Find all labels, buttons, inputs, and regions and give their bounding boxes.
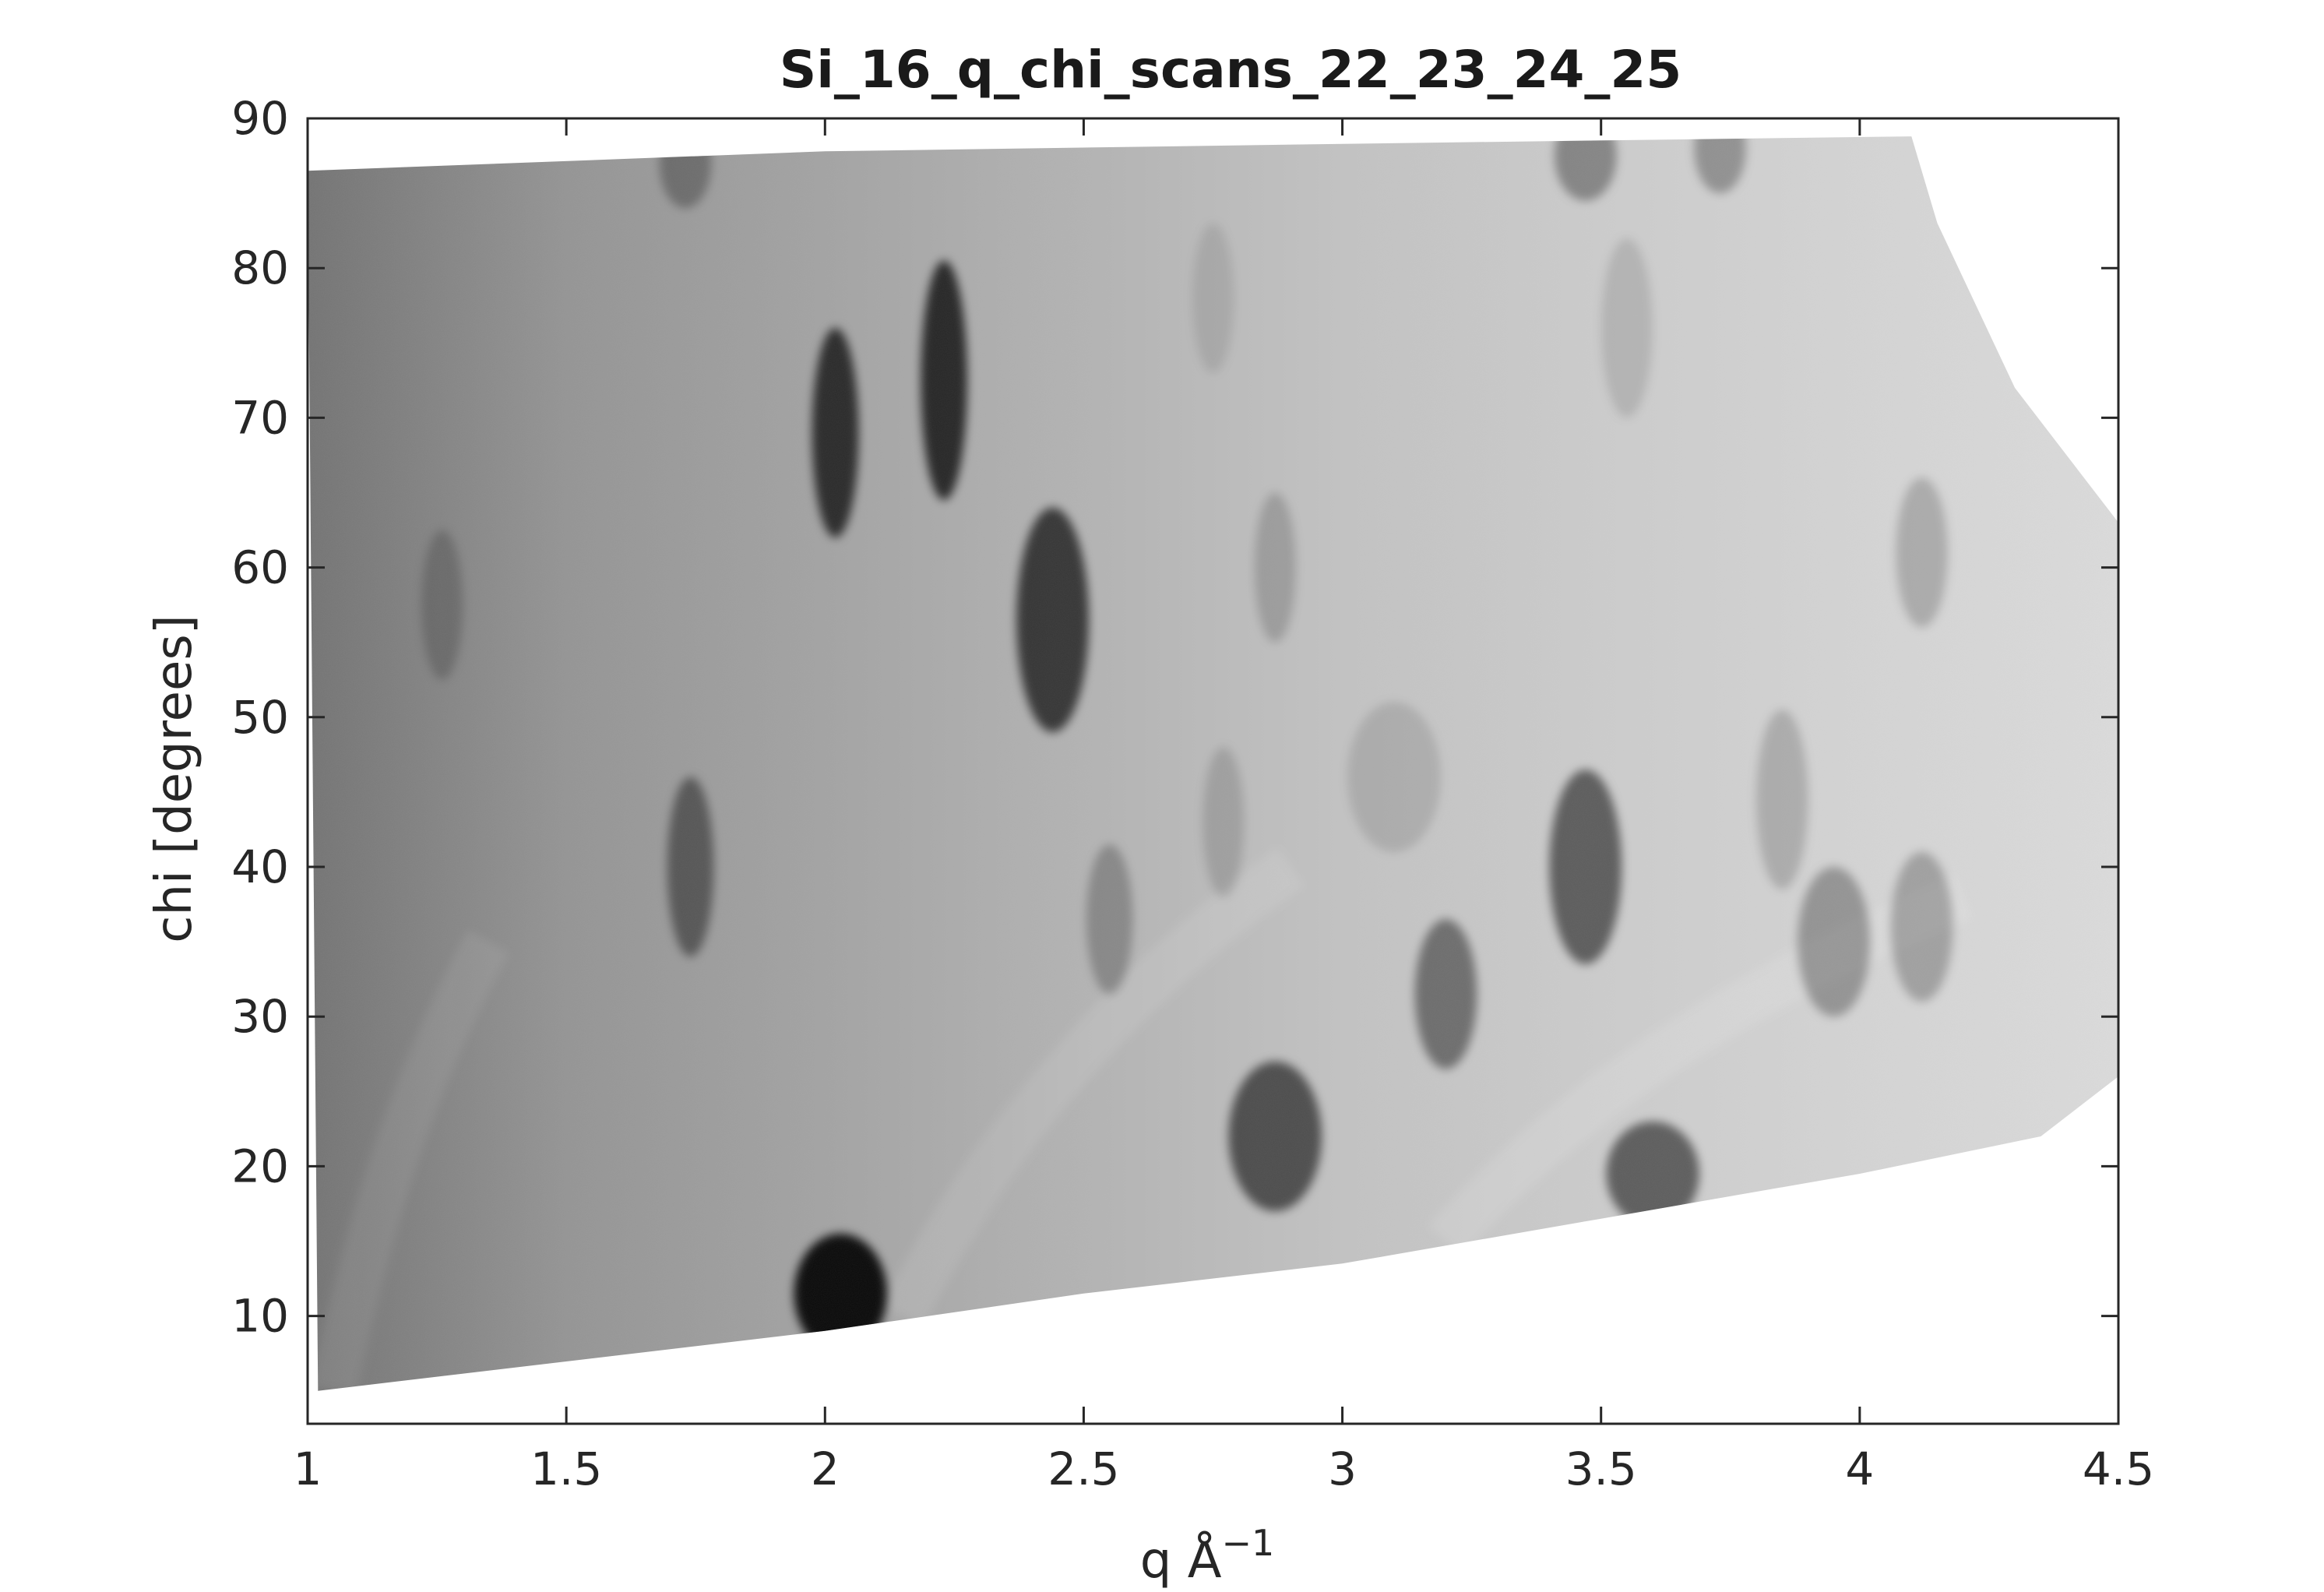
y-tick-label-1: 20: [231, 1139, 289, 1192]
x-tick-label-5: 3.5: [1565, 1442, 1637, 1495]
y-tick-label-4: 50: [231, 691, 289, 744]
x-tick-label-6: 4: [1845, 1442, 1874, 1495]
y-tick-label-7: 80: [231, 241, 289, 294]
noise-texture: [308, 136, 2118, 1391]
x-axis-ticks: 1 1.5 2 2.5 3 3.5 4 4.5: [294, 118, 2154, 1495]
x-tick-label-4: 3: [1328, 1442, 1357, 1495]
axes-frame: [306, 117, 2120, 1425]
y-tick-label-8: 90: [231, 92, 289, 145]
y-tick-label-5: 60: [231, 541, 289, 594]
x-tick-label-3: 2.5: [1048, 1442, 1119, 1495]
x-axis-label-text: q Å: [1140, 1530, 1222, 1590]
y-tick-label-2: 30: [231, 990, 289, 1043]
chart-title: Si_16_q_chi_scans_22_23_24_25: [780, 40, 1682, 100]
x-tick-label-0: 1: [294, 1442, 322, 1495]
x-tick-label-7: 4.5: [2083, 1442, 2154, 1495]
x-axis-label-exponent: −1: [1221, 1522, 1274, 1564]
y-tick-label-3: 40: [231, 840, 289, 893]
y-axis-ticks: 10 20 30 40 50 60 70 80 90: [231, 92, 2118, 1343]
axes: 1 1.5 2 2.5 3 3.5 4 4.5 10 20 30 40 50 60 70 80 90: [231, 92, 2154, 1495]
x-tick-label-2: 2: [811, 1442, 840, 1495]
y-tick-label-6: 70: [231, 391, 289, 444]
y-axis-label: chi [degrees]: [146, 615, 203, 942]
x-tick-label-1: 1.5: [530, 1442, 602, 1495]
x-axis-label: q Å−1: [1140, 1522, 1275, 1590]
plot-area: [308, 136, 2118, 1391]
y-tick-label-0: 10: [231, 1290, 289, 1343]
